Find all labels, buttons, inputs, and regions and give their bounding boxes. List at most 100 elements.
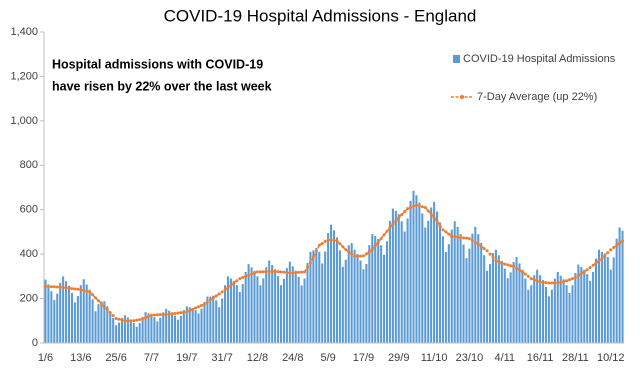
x-tick-label: 31/7	[211, 352, 232, 364]
bar	[162, 312, 165, 343]
bar	[586, 274, 589, 343]
bar	[447, 244, 450, 343]
bar	[288, 261, 291, 343]
bar	[530, 285, 533, 343]
bar	[471, 233, 474, 343]
bar	[53, 300, 56, 343]
bar	[383, 254, 386, 343]
bar	[79, 285, 82, 343]
bar	[421, 213, 424, 343]
x-tick-label: 23/10	[456, 352, 484, 364]
bar	[241, 284, 244, 343]
bar	[400, 221, 403, 343]
bar	[574, 273, 577, 343]
bar	[218, 307, 221, 343]
bar	[350, 243, 353, 343]
bar	[409, 200, 412, 343]
bar	[321, 263, 324, 343]
bar	[67, 285, 71, 343]
bar	[165, 308, 168, 343]
bar	[168, 310, 171, 343]
bar	[324, 251, 327, 343]
bar	[309, 251, 312, 343]
bar	[377, 239, 380, 343]
legend-label: COVID-19 Hospital Admissions	[463, 53, 616, 65]
bar	[56, 293, 59, 343]
bar	[388, 220, 391, 343]
bar	[253, 270, 256, 343]
bar	[518, 263, 521, 343]
bar	[244, 271, 247, 343]
bar	[129, 319, 132, 343]
bar	[197, 313, 200, 343]
bar	[521, 269, 524, 343]
annotation: have risen by 22% over the last week	[52, 79, 272, 93]
bar	[503, 268, 506, 343]
bar	[62, 276, 65, 343]
bar	[374, 235, 377, 343]
bar	[256, 276, 259, 343]
x-tick-label: 25/6	[105, 352, 126, 364]
bar	[303, 278, 306, 343]
bar	[592, 271, 595, 343]
bar	[565, 285, 568, 343]
bar	[200, 308, 203, 343]
bar	[362, 269, 365, 343]
bar	[589, 280, 592, 343]
x-tick-label: 1/6	[38, 352, 53, 364]
bar	[353, 249, 356, 343]
bar	[368, 245, 371, 343]
bar	[76, 295, 79, 343]
bar	[615, 238, 618, 343]
bar	[50, 291, 53, 343]
bar	[568, 293, 571, 343]
bar	[120, 317, 124, 343]
bar	[406, 218, 409, 343]
bar	[88, 289, 91, 343]
bar	[453, 221, 456, 343]
bar	[430, 207, 433, 343]
bar	[500, 260, 503, 343]
bar	[462, 244, 465, 343]
bar	[118, 322, 121, 343]
bar	[300, 285, 303, 343]
y-tick-label: 800	[20, 159, 38, 171]
bar	[271, 265, 274, 343]
bar	[341, 266, 344, 343]
x-tick-label: 10/12	[597, 352, 625, 364]
x-tick-label: 7/7	[144, 352, 159, 364]
bar	[583, 269, 586, 343]
bar	[403, 231, 406, 343]
bar	[483, 255, 486, 343]
bar	[279, 285, 283, 343]
bar	[268, 260, 271, 343]
bar	[47, 284, 50, 343]
bar	[347, 245, 350, 343]
x-tick-label: 11/10	[421, 352, 448, 364]
bar	[506, 278, 509, 343]
x-tick-label: 13/6	[70, 352, 91, 364]
bar	[595, 258, 598, 343]
bar	[191, 308, 194, 343]
x-tick-label: 29/9	[388, 352, 409, 364]
bar	[277, 276, 280, 343]
bar	[459, 234, 462, 343]
bar	[527, 289, 530, 343]
bar	[547, 296, 550, 343]
bar	[91, 299, 94, 343]
bar	[436, 211, 439, 343]
x-tick-label: 28/11	[562, 352, 589, 364]
bar	[44, 279, 47, 343]
bar	[380, 245, 383, 343]
bar	[465, 258, 468, 343]
bar	[597, 249, 601, 343]
bar	[135, 326, 138, 343]
chart-title: COVID-19 Hospital Admissions - England	[164, 6, 477, 25]
bar	[515, 257, 518, 343]
bar	[385, 241, 389, 343]
bar	[315, 247, 318, 343]
bar	[335, 237, 338, 343]
bar	[212, 295, 215, 343]
x-tick-label: 12/8	[247, 352, 268, 364]
